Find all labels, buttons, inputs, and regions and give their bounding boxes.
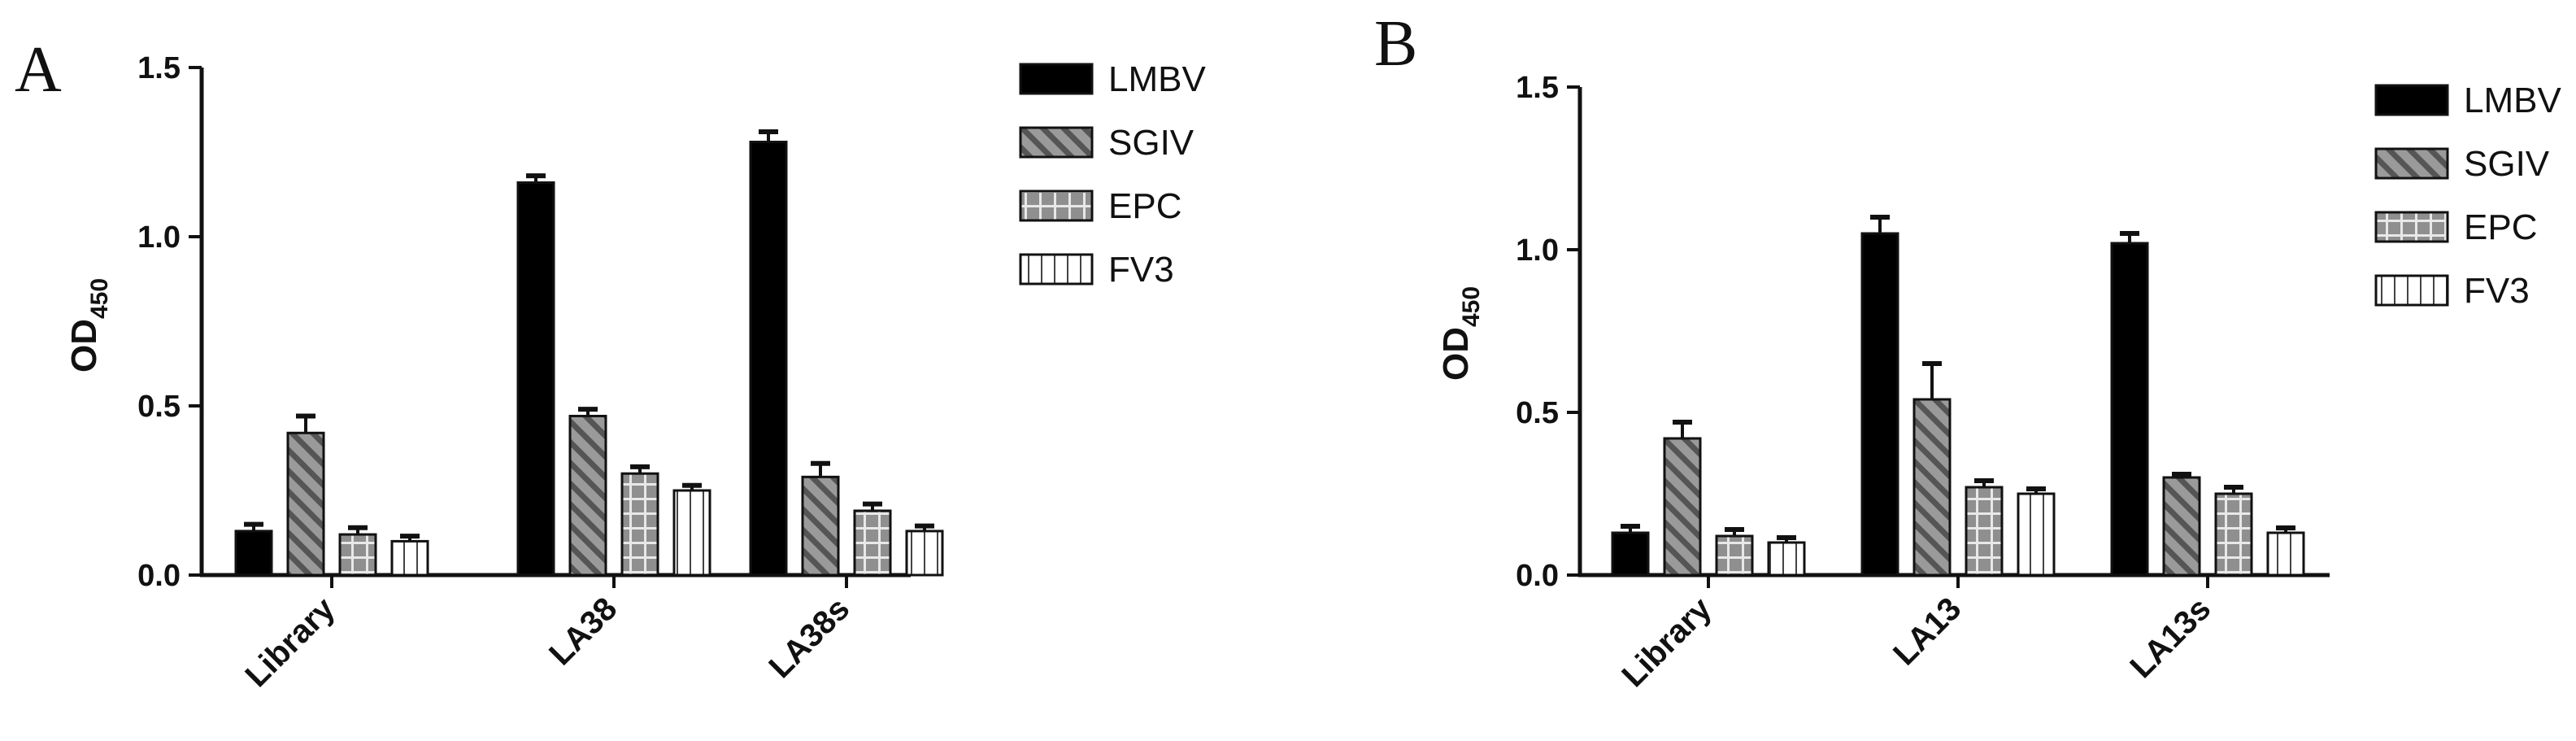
legend-label: EPC <box>2464 207 2537 247</box>
legend-label: FV3 <box>1108 250 1174 290</box>
legend-label: LMBV <box>2464 81 2561 120</box>
bar-epc-library <box>1715 534 1754 577</box>
bar-fv3-library <box>1767 541 1806 577</box>
bar-fv3-la13 <box>2017 492 2056 577</box>
bar-sgiv-la38 <box>568 414 607 577</box>
category-label: LA13 <box>1886 591 1968 672</box>
category-label: LA38 <box>542 591 624 672</box>
legend-label: EPC <box>1108 186 1181 226</box>
bar-sgiv-library <box>1663 437 1702 577</box>
y-tick-label: 0.5 <box>137 390 181 424</box>
bar-epc-library <box>338 533 377 577</box>
bar-sgiv-la13 <box>1912 398 1952 577</box>
legend-swatch-epc <box>2374 211 2449 243</box>
category-label: LA38s <box>762 591 856 685</box>
bar-fv3-la38 <box>672 489 711 577</box>
y-axis-label: OD450 <box>64 278 113 373</box>
bar-fv3-library <box>390 539 429 577</box>
legend-swatch-fv3 <box>2374 274 2449 307</box>
bar-epc-la13s <box>2214 492 2253 577</box>
bar-lmbv-library <box>234 530 273 577</box>
y-axis-label: OD450 <box>1436 286 1485 381</box>
y-tick-label: 0.0 <box>137 559 181 593</box>
legend-label: FV3 <box>2464 271 2530 311</box>
bar-fv3-la13s <box>2266 531 2305 577</box>
legend-swatch-sgiv <box>1019 126 1094 159</box>
legend-swatch-fv3 <box>1019 253 1094 286</box>
bar-epc-la38 <box>620 472 659 577</box>
legend-swatch-lmbv <box>2374 84 2449 116</box>
y-tick-label: 0.5 <box>1516 396 1559 430</box>
legend-label: SGIV <box>1108 123 1194 163</box>
bar-sgiv-library <box>286 431 325 577</box>
legend-swatch-epc <box>1019 190 1094 222</box>
category-label: LA13s <box>2123 591 2217 685</box>
legend-swatch-sgiv <box>2374 147 2449 180</box>
category-label: Library <box>238 591 342 695</box>
panel-b: B OD450 0.0 0.5 1.0 1.5 Library LA13 LA13s LMBV… <box>1374 8 2561 694</box>
bar-lmbv-la13 <box>1860 232 1899 577</box>
y-tick-label: 0.0 <box>1516 559 1559 593</box>
bar-epc-la38s <box>853 509 892 577</box>
y-tick-label: 1.0 <box>137 220 181 255</box>
y-tick-label: 1.5 <box>137 51 181 85</box>
bar-fv3-la38s <box>905 530 944 577</box>
y-tick-label: 1.0 <box>1516 233 1559 268</box>
legend-label: LMBV <box>1108 59 1206 99</box>
bar-lmbv-la38s <box>749 141 788 577</box>
panel-label-a: A <box>15 34 62 106</box>
panel-a: A OD450 0.0 0.5 1.0 1.5 Library LA38 LA38s LMBV… <box>15 34 1206 694</box>
panel-label-b: B <box>1374 8 1417 80</box>
legend-label: SGIV <box>2464 144 2550 184</box>
category-label: Library <box>1615 591 1719 695</box>
bar-lmbv-la38 <box>516 181 555 577</box>
bar-lmbv-la13s <box>2110 242 2149 577</box>
legend-swatch-lmbv <box>1019 63 1094 95</box>
bar-sgiv-la38s <box>801 475 840 577</box>
y-tick-label: 1.5 <box>1516 71 1559 105</box>
bar-lmbv-library <box>1611 531 1650 577</box>
bar-sgiv-la13s <box>2162 476 2201 577</box>
bar-epc-la13 <box>1965 486 2004 577</box>
